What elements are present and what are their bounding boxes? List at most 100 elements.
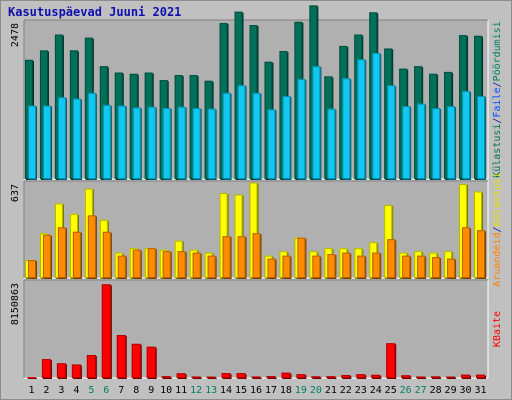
bar-faile-day-25	[387, 85, 397, 180]
bar-aruandeid-day-27	[417, 255, 427, 279]
bar-aruandeid-day-11	[177, 251, 187, 279]
bar-aruandeid-day-3	[57, 227, 67, 279]
x-tick-10: 10	[160, 385, 172, 396]
bar-faile-day-16	[252, 92, 262, 180]
bar-aruandeid-day-30	[462, 227, 472, 279]
x-tick-30: 30	[460, 385, 472, 396]
x-tick-20: 20	[310, 385, 322, 396]
bar-aruandeid-day-6	[102, 231, 112, 279]
x-tick-13: 13	[205, 385, 217, 396]
bar-kbaite-day-15	[236, 373, 247, 379]
bar-faile-day-27	[417, 103, 427, 180]
bar-faile-day-28	[432, 108, 442, 180]
chart-title: Kasutuspäevad Juuni 2021	[8, 5, 182, 19]
legend-item-faile: Faile	[492, 87, 503, 117]
bar-faile-day-4	[72, 98, 82, 180]
x-tick-17: 17	[265, 385, 277, 396]
bar-aruandeid-day-4	[72, 231, 82, 279]
bar-kbaite-day-27	[416, 376, 427, 379]
bar-faile-day-17	[267, 109, 277, 180]
x-tick-2: 2	[43, 385, 49, 396]
bar-kbaite-day-11	[176, 373, 187, 379]
x-tick-3: 3	[58, 385, 64, 396]
x-tick-31: 31	[474, 385, 486, 396]
bar-faile-day-11	[177, 106, 187, 180]
bar-faile-day-24	[372, 52, 382, 180]
bar-kbaite-day-10	[161, 376, 172, 379]
panel-1-ymax-label: 2478	[10, 23, 21, 47]
x-tick-4: 4	[73, 385, 79, 396]
x-tick-7: 7	[118, 385, 124, 396]
bar-kbaite-day-16	[251, 376, 262, 379]
bar-kbaite-day-24	[371, 374, 382, 379]
bar-faile-day-14	[222, 92, 232, 180]
legend-item--: /	[492, 81, 503, 87]
bar-aruandeid-day-14	[222, 236, 232, 279]
bar-faile-day-1	[28, 105, 37, 180]
legend-item-aruandeid: Aruandeid	[492, 233, 503, 287]
bar-aruandeid-day-16	[252, 233, 262, 279]
bar-kbaite-day-7	[116, 335, 127, 379]
bar-faile-day-22	[342, 78, 352, 180]
bar-faile-day-18	[282, 96, 292, 180]
x-tick-22: 22	[340, 385, 352, 396]
bar-aruandeid-day-12	[192, 252, 202, 279]
panel-2-ymax-label: 637	[10, 184, 21, 202]
bar-faile-day-3	[57, 97, 67, 180]
bar-faile-day-31	[477, 96, 487, 180]
bar-kbaite-day-8	[131, 343, 142, 379]
x-tick-9: 9	[148, 385, 154, 396]
bar-aruandeid-day-2	[42, 234, 52, 279]
x-tick-28: 28	[430, 385, 442, 396]
x-tick-19: 19	[295, 385, 307, 396]
bar-faile-day-15	[237, 85, 247, 180]
bar-faile-day-5	[87, 92, 97, 180]
bar-faile-day-29	[447, 106, 457, 180]
bar-faile-day-26	[402, 106, 412, 180]
bar-kbaite-day-25	[386, 343, 397, 379]
bar-kbaite-day-6	[101, 284, 112, 379]
panel-3-legend: KBaite	[492, 311, 503, 347]
bar-kbaite-day-5	[86, 355, 97, 379]
bar-faile-day-21	[327, 108, 337, 180]
x-tick-6: 6	[103, 385, 109, 396]
panel-1-legend: Külastusi/Faile/Pöördumisi	[492, 21, 503, 178]
bar-kbaite-day-22	[341, 375, 352, 379]
bar-kbaite-day-1	[26, 377, 37, 379]
bar-aruandeid-day-10	[162, 251, 172, 279]
x-tick-24: 24	[370, 385, 382, 396]
bar-kbaite-day-31	[476, 374, 487, 379]
x-tick-12: 12	[190, 385, 202, 396]
bar-aruandeid-day-31	[477, 230, 487, 279]
bar-aruandeid-day-13	[207, 255, 217, 279]
bar-kbaite-day-26	[401, 375, 412, 379]
bar-faile-day-9	[147, 106, 157, 180]
legend-item--: /	[492, 118, 503, 124]
bar-aruandeid-day-26	[402, 255, 412, 279]
bar-kbaite-day-14	[221, 373, 232, 379]
bar-faile-day-30	[462, 90, 472, 180]
bar-faile-day-20	[312, 66, 322, 180]
x-tick-23: 23	[355, 385, 367, 396]
bar-aruandeid-day-23	[357, 255, 367, 279]
legend-item-k-lastusi: Külastusi	[492, 172, 503, 226]
bar-aruandeid-day-20	[312, 255, 322, 279]
bar-aruandeid-day-9	[147, 248, 157, 279]
bar-faile-day-12	[192, 108, 202, 180]
bar-aruandeid-day-8	[132, 249, 142, 279]
bar-kbaite-day-19	[296, 374, 307, 379]
bar-aruandeid-day-17	[267, 258, 277, 279]
bar-faile-day-6	[102, 104, 112, 180]
x-tick-15: 15	[235, 385, 247, 396]
panel-2-legend: Aruandeid/Külastusi	[492, 172, 503, 286]
bar-faile-day-2	[42, 105, 52, 180]
x-tick-14: 14	[220, 385, 232, 396]
bar-aruandeid-day-28	[432, 257, 442, 279]
x-tick-16: 16	[250, 385, 262, 396]
bar-aruandeid-day-7	[117, 255, 127, 279]
bar-aruandeid-day-24	[372, 252, 382, 279]
bar-kbaite-day-18	[281, 372, 292, 379]
bar-faile-day-23	[357, 59, 367, 180]
bar-kbaite-day-29	[446, 376, 457, 379]
